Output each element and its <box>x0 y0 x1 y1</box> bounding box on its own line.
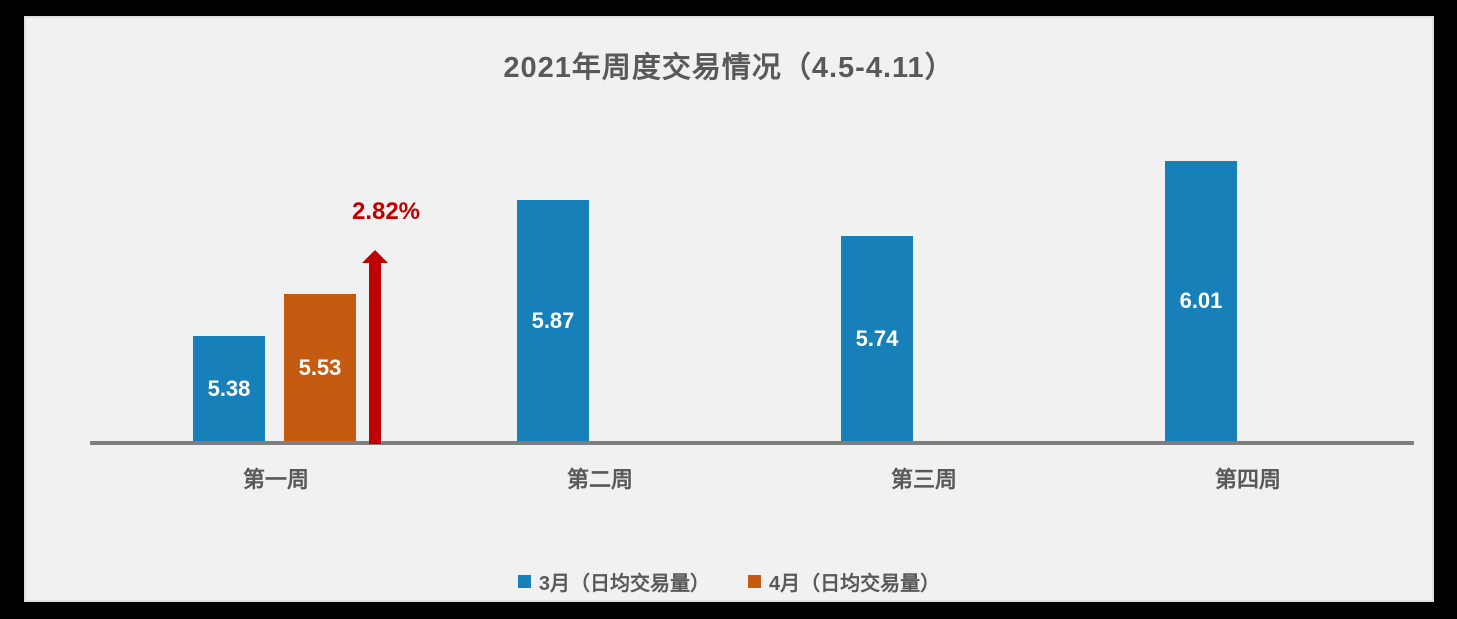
category-label-1: 第一周 <box>242 467 310 492</box>
legend-swatch-series1 <box>517 575 531 588</box>
bar-series1-cat4[interactable]: 6.01 <box>1165 161 1237 441</box>
bar-series1-cat1[interactable]: 5.38 <box>193 336 265 441</box>
category-label-4: 第四周 <box>1214 467 1282 492</box>
chart-title: 2021年周度交易情况（4.5-4.11） <box>503 52 955 84</box>
category-label-3: 第三周 <box>890 467 958 492</box>
legend-label: 4月（日均交易量） <box>769 573 941 595</box>
increase-arrow-head <box>362 250 388 263</box>
increase-arrow-shaft <box>369 262 381 444</box>
bar-series2-cat1[interactable]: 5.53 <box>284 294 356 441</box>
bar-value-label: 6.01 <box>1179 288 1223 313</box>
chart-panel: 2021年周度交易情况（4.5-4.11） 第一周 5.38 5.53 第二周 5.87… <box>24 16 1434 602</box>
bar-value-label: 5.74 <box>855 325 899 351</box>
legend: 3月（日均交易量） 4月（日均交易量） <box>26 567 1432 596</box>
bar-value-label: 5.87 <box>531 307 575 333</box>
bar-value-label: 5.53 <box>298 354 342 380</box>
increase-percentage-label: 2.82% <box>351 198 421 225</box>
x-axis-line <box>90 441 1414 445</box>
bar-value-label: 5.38 <box>207 375 251 401</box>
category-label-2: 第二周 <box>566 467 634 492</box>
legend-swatch-series2 <box>748 575 761 588</box>
legend-label: 3月（日均交易量） <box>538 573 710 595</box>
bar-series1-cat3[interactable]: 5.74 <box>841 236 913 441</box>
legend-item-series2[interactable]: 4月（日均交易量） <box>748 567 940 596</box>
bar-series1-cat2[interactable]: 5.87 <box>517 200 589 441</box>
legend-item-series1[interactable]: 3月（日均交易量） <box>517 567 710 596</box>
plot-area: 第一周 5.38 5.53 第二周 5.87 第三周 5.74 第四周 6.01 2.82% <box>26 18 1432 600</box>
